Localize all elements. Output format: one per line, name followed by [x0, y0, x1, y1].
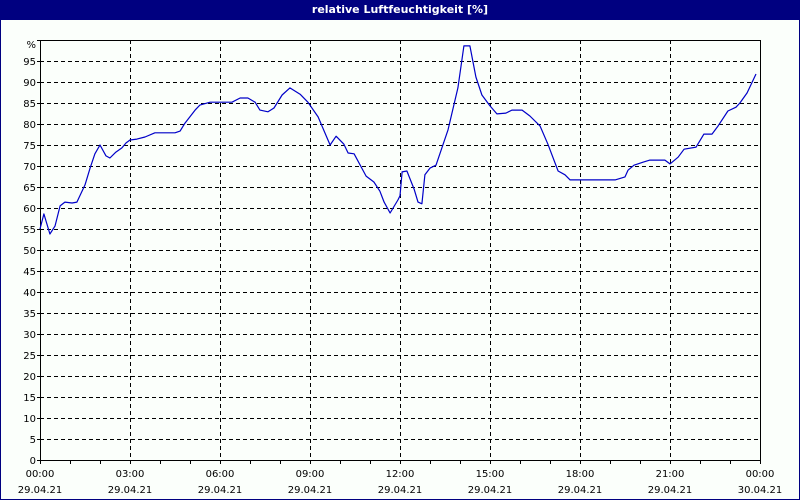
y-tick-label: 75 — [23, 141, 36, 152]
x-tick-date: 30.04.21 — [738, 485, 783, 496]
y-tick-label: 60 — [23, 204, 36, 215]
y-tick-label: 90 — [23, 78, 36, 89]
grid-lines — [40, 40, 760, 460]
x-tick-time: 06:00 — [206, 469, 235, 480]
axes — [37, 40, 761, 464]
x-tick-date: 29.04.21 — [198, 485, 243, 496]
y-tick-label: 65 — [23, 183, 36, 194]
y-tick-label: 80 — [23, 120, 36, 131]
x-tick-date: 29.04.21 — [288, 485, 333, 496]
x-tick-date: 29.04.21 — [378, 485, 423, 496]
x-tick-time: 00:00 — [746, 469, 775, 480]
y-tick-label: 25 — [23, 351, 36, 362]
x-tick-time: 18:00 — [566, 469, 595, 480]
y-tick-label: 70 — [23, 162, 36, 173]
x-tick-time: 09:00 — [296, 469, 325, 480]
y-tick-label: 10 — [23, 414, 36, 425]
y-tick-label: 15 — [23, 393, 36, 404]
x-tick-date: 29.04.21 — [18, 485, 63, 496]
y-tick-label: 85 — [23, 99, 36, 110]
y-tick-label: 30 — [23, 330, 36, 341]
x-tick-time: 21:00 — [656, 469, 685, 480]
x-tick-date: 29.04.21 — [558, 485, 603, 496]
y-tick-label: % — [26, 40, 36, 51]
y-tick-label: 95 — [23, 57, 36, 68]
x-axis-labels: 00:00 29.04.21 03:00 29.04.21 06:00 29.04.21 0… — [18, 469, 783, 496]
y-tick-label: 20 — [23, 372, 36, 383]
y-tick-label: 35 — [23, 309, 36, 320]
y-tick-label: 45 — [23, 267, 36, 278]
x-tick-time: 03:00 — [116, 469, 145, 480]
humidity-series-line — [39, 45, 757, 235]
y-tick-label: 0 — [30, 456, 36, 467]
y-axis-labels: 0 5 10 15 20 25 30 35 40 45 50 55 60 65 70 75 80 85 90 95% — [23, 40, 36, 467]
y-tick-label: 55 — [23, 225, 36, 236]
plot-area — [40, 40, 761, 461]
x-tick-time: 00:00 — [26, 469, 55, 480]
y-tick-label: 40 — [23, 288, 36, 299]
x-tick-date: 29.04.21 — [108, 485, 153, 496]
x-tick-time: 12:00 — [386, 469, 415, 480]
x-tick-time: 15:00 — [476, 469, 505, 480]
x-tick-date: 29.04.21 — [468, 485, 513, 496]
chart-title: relative Luftfeuchtigkeit [%] — [0, 0, 800, 20]
y-tick-label: 5 — [30, 435, 36, 446]
x-tick-date: 29.04.21 — [648, 485, 693, 496]
y-tick-label: 50 — [23, 246, 36, 257]
